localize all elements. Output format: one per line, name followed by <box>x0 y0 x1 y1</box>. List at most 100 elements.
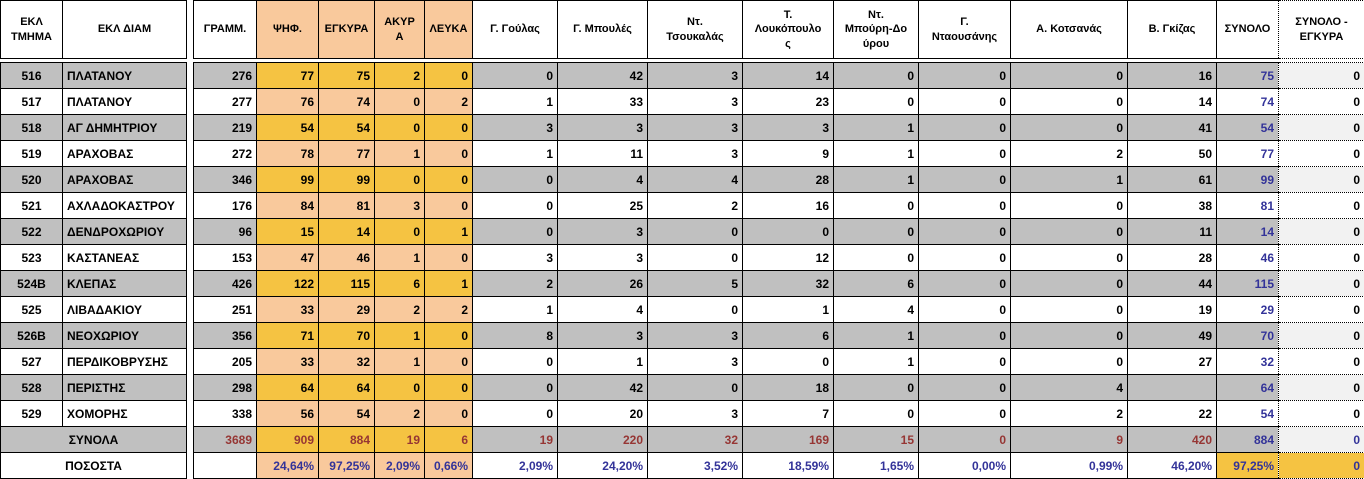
totals-label[interactable]: ΣΥΝΟΛΑ <box>1 427 187 453</box>
column-header-mpouri[interactable]: Ντ. Μπούρη-Δο ύρου <box>834 1 919 59</box>
cell-loukopoulos[interactable]: 16 <box>743 193 834 219</box>
cell-psif[interactable]: 15 <box>257 219 319 245</box>
cell-tsoukalas[interactable]: 0 <box>648 297 743 323</box>
cell-loukopoulos[interactable]: 7 <box>743 401 834 427</box>
cell-loukopoulos[interactable]: 14 <box>743 63 834 89</box>
cell-diam[interactable]: ΚΑΣΤΑΝΕΑΣ <box>63 245 187 271</box>
cell-tsoukalas[interactable]: 3 <box>648 63 743 89</box>
cell-kotsanas[interactable]: 1 <box>1011 167 1128 193</box>
cell-synolo[interactable]: 115 <box>1217 271 1279 297</box>
percents-cell-tsoukalas[interactable]: 3,52% <box>648 453 743 479</box>
percents-cell-synolo[interactable]: 97,25% <box>1217 453 1279 479</box>
cell-akyra[interactable]: 2 <box>375 401 425 427</box>
cell-egkyra[interactable]: 70 <box>319 323 375 349</box>
cell-ntaousanis[interactable]: 0 <box>919 193 1011 219</box>
cell-mpoules[interactable]: 11 <box>558 141 648 167</box>
cell-ntaousanis[interactable]: 0 <box>919 323 1011 349</box>
cell-mpouri[interactable]: 0 <box>834 89 919 115</box>
percents-cell-mpouri[interactable]: 1,65% <box>834 453 919 479</box>
cell-tsoukalas[interactable]: 3 <box>648 349 743 375</box>
cell-egkyra[interactable]: 64 <box>319 375 375 401</box>
cell-synolo[interactable]: 75 <box>1217 63 1279 89</box>
cell-diam[interactable]: ΔΕΝΔΡΟΧΩΡΙΟΥ <box>63 219 187 245</box>
column-header-loukopoulos[interactable]: Τ. Λουκόπουλο ς <box>743 1 834 59</box>
cell-egkyra[interactable]: 14 <box>319 219 375 245</box>
cell-ntaousanis[interactable]: 0 <box>919 63 1011 89</box>
cell-kotsanas[interactable]: 0 <box>1011 271 1128 297</box>
cell-diam[interactable]: ΠΕΡΔΙΚΟΒΡΥΣΗΣ <box>63 349 187 375</box>
cell-diam[interactable]: ΠΛΑΤΑΝΟΥ <box>63 89 187 115</box>
cell-mpouri[interactable]: 0 <box>834 401 919 427</box>
column-header-akyra[interactable]: ΑΚΥΡ Α <box>375 1 425 59</box>
cell-gkizas[interactable]: 14 <box>1128 89 1217 115</box>
cell-ntaousanis[interactable]: 0 <box>919 167 1011 193</box>
totals-cell-diff[interactable]: 0 <box>1279 427 1364 453</box>
cell-akyra[interactable]: 0 <box>375 167 425 193</box>
column-header-tmima[interactable]: ΕΚΛ ΤΜΗΜΑ <box>1 1 63 59</box>
cell-loukopoulos[interactable]: 18 <box>743 375 834 401</box>
cell-tmima[interactable]: 529 <box>1 401 63 427</box>
cell-tmima[interactable]: 528 <box>1 375 63 401</box>
cell-ntaousanis[interactable]: 0 <box>919 115 1011 141</box>
percents-cell-kotsanas[interactable]: 0,99% <box>1011 453 1128 479</box>
cell-psif[interactable]: 84 <box>257 193 319 219</box>
cell-synolo[interactable]: 99 <box>1217 167 1279 193</box>
cell-kotsanas[interactable]: 0 <box>1011 63 1128 89</box>
totals-cell-kotsanas[interactable]: 9 <box>1011 427 1128 453</box>
cell-synolo[interactable]: 32 <box>1217 349 1279 375</box>
cell-gkizas[interactable]: 41 <box>1128 115 1217 141</box>
cell-gramm[interactable]: 153 <box>194 245 257 271</box>
cell-goulas[interactable]: 3 <box>473 115 558 141</box>
cell-mpouri[interactable]: 1 <box>834 141 919 167</box>
cell-diff[interactable]: 0 <box>1279 245 1364 271</box>
cell-mpoules[interactable]: 4 <box>558 167 648 193</box>
cell-gkizas[interactable]: 22 <box>1128 401 1217 427</box>
cell-mpoules[interactable]: 3 <box>558 245 648 271</box>
cell-akyra[interactable]: 2 <box>375 297 425 323</box>
cell-psif[interactable]: 77 <box>257 63 319 89</box>
cell-kotsanas[interactable]: 0 <box>1011 89 1128 115</box>
cell-gramm[interactable]: 277 <box>194 89 257 115</box>
cell-ntaousanis[interactable]: 0 <box>919 245 1011 271</box>
cell-gramm[interactable]: 356 <box>194 323 257 349</box>
cell-leyka[interactable]: 2 <box>425 89 473 115</box>
cell-tsoukalas[interactable]: 0 <box>648 219 743 245</box>
cell-leyka[interactable]: 0 <box>425 167 473 193</box>
column-header-synolo[interactable]: ΣΥΝΟΛΟ <box>1217 1 1279 59</box>
cell-egkyra[interactable]: 74 <box>319 89 375 115</box>
cell-leyka[interactable]: 0 <box>425 323 473 349</box>
cell-synolo[interactable]: 54 <box>1217 401 1279 427</box>
cell-tsoukalas[interactable]: 0 <box>648 375 743 401</box>
cell-diff[interactable]: 0 <box>1279 115 1364 141</box>
cell-mpouri[interactable]: 1 <box>834 323 919 349</box>
cell-mpoules[interactable]: 26 <box>558 271 648 297</box>
cell-loukopoulos[interactable]: 32 <box>743 271 834 297</box>
column-header-diam[interactable]: ΕΚΛ ΔΙΑΜ <box>63 1 187 59</box>
cell-egkyra[interactable]: 46 <box>319 245 375 271</box>
cell-diam[interactable]: ΝΕΟΧΩΡΙΟΥ <box>63 323 187 349</box>
totals-cell-leyka[interactable]: 6 <box>425 427 473 453</box>
cell-akyra[interactable]: 6 <box>375 271 425 297</box>
cell-synolo[interactable]: 70 <box>1217 323 1279 349</box>
cell-diam[interactable]: ΚΛΕΠΑΣ <box>63 271 187 297</box>
cell-diff[interactable]: 0 <box>1279 401 1364 427</box>
cell-psif[interactable]: 56 <box>257 401 319 427</box>
cell-egkyra[interactable]: 54 <box>319 115 375 141</box>
cell-loukopoulos[interactable]: 12 <box>743 245 834 271</box>
cell-kotsanas[interactable]: 4 <box>1011 375 1128 401</box>
cell-gramm[interactable]: 298 <box>194 375 257 401</box>
percents-cell-mpoules[interactable]: 24,20% <box>558 453 648 479</box>
cell-tsoukalas[interactable]: 3 <box>648 141 743 167</box>
cell-leyka[interactable]: 0 <box>425 245 473 271</box>
cell-tsoukalas[interactable]: 3 <box>648 401 743 427</box>
cell-diam[interactable]: ΛΙΒΑΔΑΚΙΟΥ <box>63 297 187 323</box>
cell-leyka[interactable]: 0 <box>425 401 473 427</box>
cell-egkyra[interactable]: 77 <box>319 141 375 167</box>
cell-tmima[interactable]: 525 <box>1 297 63 323</box>
totals-cell-mpouri[interactable]: 15 <box>834 427 919 453</box>
cell-psif[interactable]: 64 <box>257 375 319 401</box>
cell-synolo[interactable]: 29 <box>1217 297 1279 323</box>
cell-loukopoulos[interactable]: 0 <box>743 219 834 245</box>
cell-synolo[interactable]: 54 <box>1217 115 1279 141</box>
cell-gkizas[interactable]: 27 <box>1128 349 1217 375</box>
